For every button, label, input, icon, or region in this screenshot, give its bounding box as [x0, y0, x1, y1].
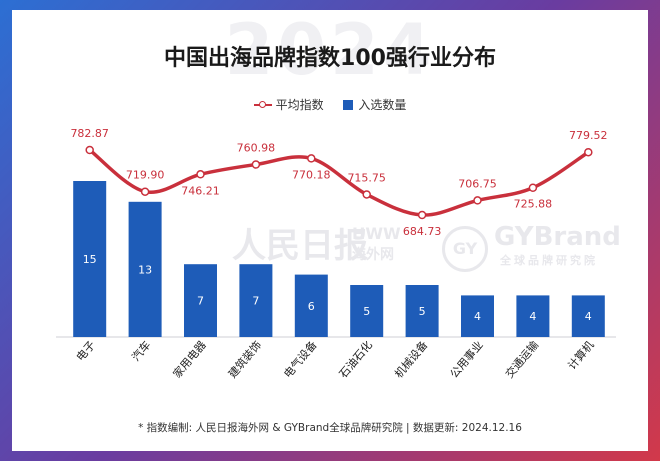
line-point-6	[417, 210, 427, 220]
x-tick-label-1: 汽车	[129, 338, 154, 364]
bar-value-label-2: 7	[197, 295, 204, 308]
line-value-label-4: 770.18	[292, 168, 331, 181]
line-point-1	[140, 187, 150, 196]
bar-value-label-3: 7	[252, 295, 259, 308]
series-line-average-index	[87, 148, 591, 217]
line-point-2	[196, 170, 205, 179]
x-tick-label-4: 电气设备	[281, 338, 320, 381]
bar-7	[461, 295, 494, 337]
x-tick-label-3: 建筑装饰	[225, 338, 264, 381]
x-tick-label-8: 交通运输	[502, 338, 541, 381]
x-tick-label-9: 计算机	[565, 338, 597, 372]
line-point-9	[584, 147, 593, 157]
line-point-7	[473, 196, 482, 205]
line-value-label-0: 782.87	[70, 127, 109, 140]
chart-title: 中国出海品牌指数100强行业分布	[164, 46, 496, 71]
bar-9	[571, 295, 605, 337]
bar-value-label-8: 4	[529, 310, 536, 323]
line-point-4	[307, 154, 316, 163]
bar-value-label-9: 4	[585, 310, 592, 323]
bar-8	[516, 295, 550, 337]
bar-5	[350, 285, 384, 337]
legend: 平均指数 入选数量	[12, 96, 648, 113]
line-point-0	[85, 145, 94, 155]
bar-value-label-7: 4	[474, 310, 481, 323]
legend-item-line: 平均指数	[253, 96, 324, 113]
bar-2	[184, 264, 217, 337]
legend-line-marker-icon	[253, 100, 272, 110]
bar-value-label-1: 13	[138, 263, 152, 276]
line-value-label-1: 719.90	[126, 169, 165, 182]
bar-3	[239, 264, 273, 337]
chart-svg: 15 13 7 7 6 5 5 4 4 4 电子 汽车 家用电器 建筑装饰 电气设备 石油石化 机械设备 公用事业…	[56, 127, 616, 381]
x-tick-label-2: 家用电器	[170, 338, 209, 381]
bar-value-label-5: 5	[363, 305, 370, 318]
chart-card: 2024 中国出海品牌指数100强行业分布 平均指数 入选数量 人民日报 HWW…	[12, 10, 648, 451]
footer-note: * 指数编制: 人民日报海外网 & GYBrand全球品牌研究院 | 数据更新:…	[138, 422, 522, 434]
line-value-label-3: 760.98	[237, 141, 276, 154]
line-value-label-2: 746.21	[181, 184, 220, 197]
line-point-5	[362, 190, 371, 199]
bar-6	[405, 285, 439, 337]
line-value-label-8: 725.88	[514, 198, 553, 211]
line-point-3	[251, 160, 261, 169]
line-value-label-6: 684.73	[403, 225, 442, 238]
x-tick-label-0: 电子	[74, 339, 98, 364]
line-value-label-5: 715.75	[347, 171, 386, 184]
line-point-8	[528, 183, 538, 192]
bar-value-label-6: 5	[419, 305, 426, 318]
bar-value-label-4: 6	[308, 300, 315, 313]
x-tick-label-7: 公用事业	[448, 339, 486, 381]
line-value-label-7: 706.75	[458, 177, 497, 190]
legend-bar-swatch-icon	[343, 99, 354, 110]
x-tick-label-5: 石油石化	[336, 338, 375, 381]
x-tick-label-6: 机械设备	[391, 338, 430, 381]
bar-value-label-0: 15	[83, 253, 97, 266]
bar-0	[73, 181, 107, 337]
line-value-label-9: 779.52	[569, 129, 608, 142]
legend-line-label: 平均指数	[275, 98, 324, 112]
bar-4	[294, 274, 328, 337]
bar-1	[128, 201, 162, 337]
legend-item-bar: 入选数量	[343, 96, 406, 113]
legend-bar-label: 入选数量	[358, 98, 407, 112]
